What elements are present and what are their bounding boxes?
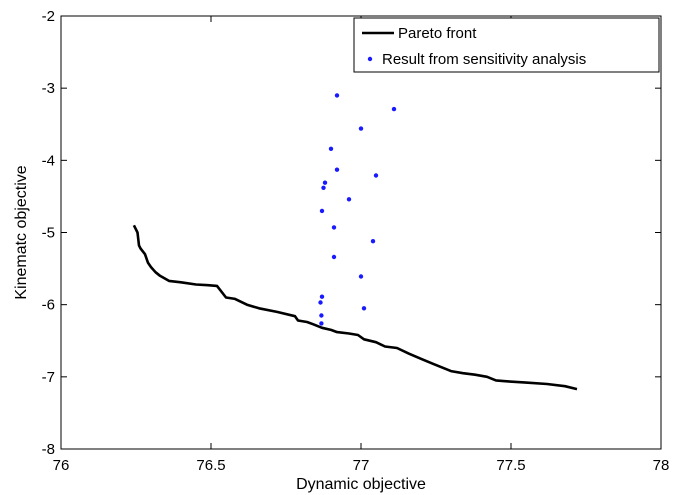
scatter-point (346, 197, 352, 202)
scatter-point (370, 239, 376, 244)
scatter-point (319, 321, 324, 326)
x-tick-label: 77 (353, 457, 370, 474)
scatter-point (334, 167, 340, 172)
series-layer (132, 93, 578, 391)
scatter-point (331, 225, 337, 230)
y-tick-label: -8 (42, 441, 55, 458)
scatter-point (321, 185, 326, 190)
scatter-point (334, 93, 340, 98)
legend-swatch-sensitivity-analysis (367, 56, 373, 62)
y-tick-label: -5 (42, 225, 55, 242)
scatter-point (328, 146, 334, 151)
x-tick-label: 76 (53, 457, 70, 474)
scatter-point (361, 306, 367, 311)
legend-box (353, 17, 660, 73)
x-tick-label: 76.5 (196, 457, 225, 474)
scatter-point (318, 300, 323, 305)
legend-label-sensitivity-analysis: Result from sensitivity analysis (382, 51, 586, 68)
x-tick-label: 77.5 (496, 457, 525, 474)
y-tick-label: -6 (42, 297, 55, 314)
scatter-point (373, 173, 379, 178)
legend: Pareto front Result from sensitivity ana… (353, 17, 660, 73)
scatter-point (358, 126, 364, 131)
x-axis-label: Dynamic objective (296, 476, 426, 493)
scatter-point (319, 313, 324, 318)
y-tick-label: -7 (42, 369, 55, 386)
legend-label-pareto-front: Pareto front (398, 25, 477, 42)
y-tick-label: -4 (42, 152, 55, 169)
scatter-point (358, 274, 364, 279)
scatter-point (319, 208, 325, 214)
scatter-point (319, 294, 325, 299)
x-tick-label: 78 (653, 457, 670, 474)
scatter-point (322, 180, 328, 185)
series-line-pareto-front (132, 224, 578, 391)
y-tick-label: -3 (42, 80, 55, 97)
plot-frame (60, 15, 662, 450)
plot-area (60, 15, 662, 450)
y-axis-label: Kinematc objective (13, 165, 30, 299)
y-axis: -2 -3 -4 -5 -6 -7 -8 (42, 8, 661, 458)
scatter-point (391, 106, 397, 112)
y-tick-label: -2 (42, 8, 55, 25)
scatter-point (331, 254, 337, 260)
